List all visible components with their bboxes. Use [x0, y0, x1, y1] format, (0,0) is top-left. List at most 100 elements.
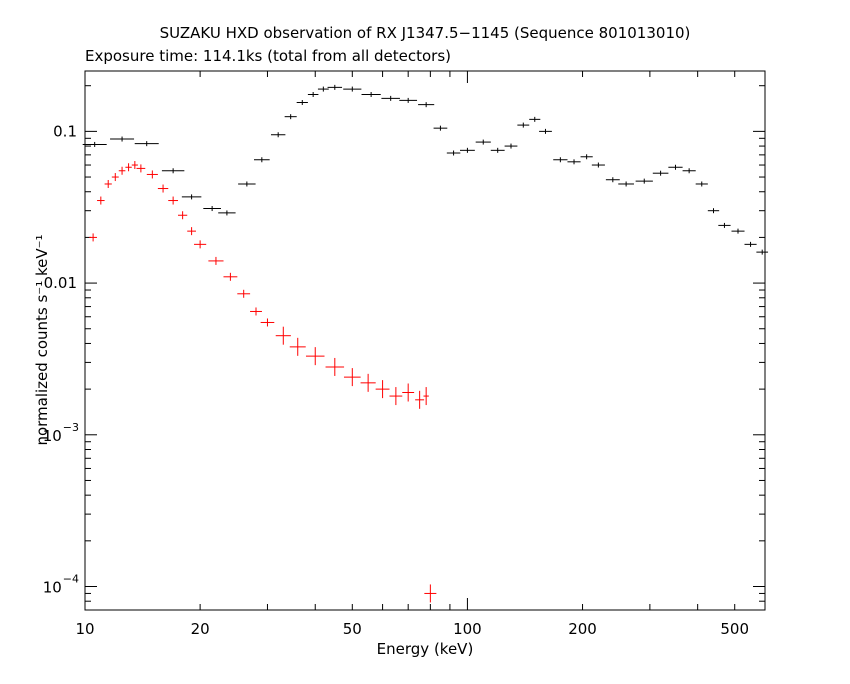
data-point	[618, 181, 634, 187]
data-point	[317, 86, 329, 92]
data-point	[731, 228, 745, 234]
data-point	[131, 161, 138, 170]
data-point	[218, 210, 236, 216]
data-point	[178, 211, 188, 220]
data-point	[652, 170, 669, 176]
data-point	[418, 102, 435, 108]
data-point	[125, 163, 132, 172]
data-point	[360, 373, 376, 392]
data-point	[208, 256, 224, 265]
data-point	[223, 272, 238, 281]
data-point	[104, 179, 112, 188]
data-point	[668, 164, 683, 170]
data-point	[270, 132, 286, 138]
data-point	[161, 168, 185, 174]
series-1	[82, 84, 769, 255]
data-point	[343, 86, 362, 92]
y-tick-label: 10	[43, 427, 62, 445]
data-point	[168, 196, 179, 205]
x-tick-label: 500	[720, 620, 749, 638]
data-point	[111, 173, 119, 182]
data-point	[250, 307, 262, 316]
data-point	[580, 154, 593, 160]
series-2	[89, 161, 437, 603]
data-point	[136, 164, 146, 173]
y-tick-label: 0.1	[53, 122, 77, 140]
data-point	[118, 166, 126, 175]
data-point	[203, 206, 221, 212]
chart-subtitle: Exposure time: 114.1ks (total from all d…	[85, 47, 451, 65]
x-tick-label: 50	[343, 620, 362, 638]
x-tick-label: 200	[568, 620, 597, 638]
data-point	[402, 383, 415, 402]
data-point	[707, 208, 720, 214]
data-point	[194, 240, 207, 249]
data-point	[423, 387, 429, 406]
x-axis-label: Energy (keV)	[377, 640, 474, 658]
data-point	[237, 289, 251, 298]
y-tick-label-exponent: −4	[63, 572, 79, 585]
data-point	[695, 181, 708, 187]
data-point	[529, 116, 541, 122]
y-tick-label-exponent: −3	[63, 421, 79, 434]
data-point	[424, 584, 437, 603]
data-point	[475, 139, 491, 145]
data-point	[97, 196, 105, 205]
data-point	[82, 141, 107, 147]
data-point	[504, 143, 518, 149]
chart-title: SUZAKU HXD observation of RX J1347.5−114…	[160, 24, 691, 42]
data-point	[110, 136, 135, 142]
data-point	[327, 84, 343, 90]
x-tick-label: 100	[453, 620, 482, 638]
data-point	[635, 178, 653, 184]
data-point	[381, 95, 400, 101]
data-point	[157, 184, 169, 193]
data-point	[260, 318, 275, 327]
data-point	[744, 241, 757, 247]
data-point	[718, 222, 731, 228]
data-point	[275, 326, 291, 345]
data-point	[756, 249, 769, 255]
x-tick-label: 20	[191, 620, 210, 638]
plot-frame	[84, 70, 766, 611]
data-point	[146, 170, 158, 179]
data-point	[415, 390, 425, 409]
data-point	[517, 122, 530, 128]
data-point	[187, 227, 196, 236]
data-series	[82, 84, 769, 603]
data-point	[284, 114, 297, 120]
x-tick-label: 10	[75, 620, 94, 638]
y-axis-label: normalized counts s⁻¹ keV⁻¹	[33, 234, 51, 445]
data-point	[591, 162, 605, 168]
data-point	[490, 147, 505, 153]
data-point	[361, 92, 381, 98]
data-point	[446, 150, 461, 156]
data-point	[375, 380, 390, 399]
data-point	[238, 181, 256, 187]
data-point	[89, 233, 97, 242]
data-point	[289, 337, 306, 356]
axis-ticks	[84, 71, 766, 611]
data-point	[682, 168, 696, 174]
data-point	[539, 128, 552, 134]
data-point	[389, 387, 403, 406]
data-point	[296, 99, 308, 105]
data-point	[181, 194, 202, 200]
data-point	[325, 357, 345, 376]
data-point	[553, 157, 568, 163]
y-tick-label: 0.01	[44, 274, 77, 292]
y-tick-label: 10	[43, 578, 62, 596]
data-point	[307, 92, 319, 98]
data-point	[567, 159, 581, 165]
data-point	[253, 157, 270, 163]
data-point	[433, 125, 448, 131]
data-point	[134, 141, 159, 147]
data-point	[399, 97, 418, 103]
data-point	[605, 177, 620, 183]
data-point	[460, 147, 475, 153]
data-point	[343, 368, 361, 387]
data-point	[305, 347, 325, 366]
